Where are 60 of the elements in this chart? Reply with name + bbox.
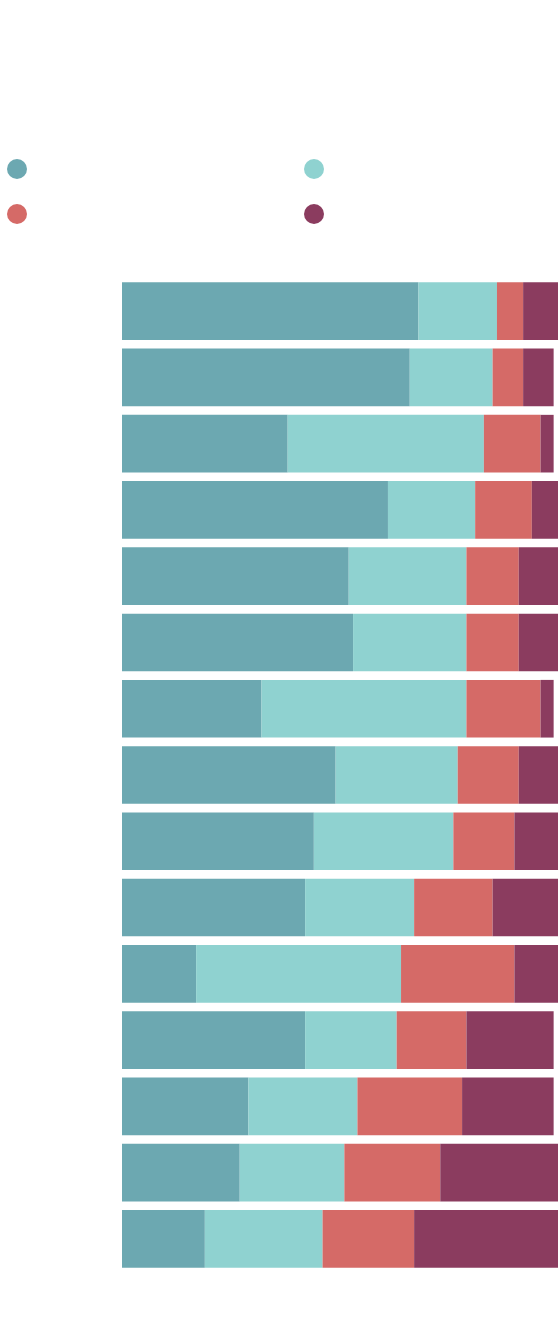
- bar: [466, 613, 519, 672]
- bar: [492, 878, 558, 937]
- bar: [466, 1011, 554, 1069]
- bar: [475, 481, 532, 539]
- bar: [466, 547, 519, 606]
- bar: [514, 944, 558, 1003]
- bar: [122, 547, 349, 606]
- bar: [387, 481, 476, 539]
- bar: [496, 282, 524, 340]
- bar: [540, 414, 554, 473]
- bar: [122, 1011, 306, 1069]
- bar: [414, 878, 493, 937]
- bar: [122, 878, 306, 937]
- bar: [122, 944, 197, 1003]
- bar: [335, 746, 458, 804]
- bar: [122, 613, 354, 672]
- bar: [196, 944, 402, 1003]
- bar: [122, 679, 262, 738]
- bar: [418, 282, 497, 340]
- bar: [122, 1143, 240, 1202]
- bar: [518, 547, 558, 606]
- bar: [466, 679, 541, 738]
- bar: [540, 679, 554, 738]
- bar: [348, 547, 467, 606]
- bar: [122, 746, 336, 804]
- bar: [122, 1210, 205, 1268]
- bar: [531, 481, 558, 539]
- bar: [401, 944, 515, 1003]
- bar: [492, 348, 524, 407]
- bar: [440, 1143, 558, 1202]
- bar: [287, 414, 484, 473]
- bar: [409, 348, 493, 407]
- bar: [122, 812, 314, 871]
- bar: [122, 282, 419, 340]
- bar: [305, 878, 415, 937]
- bar: [239, 1143, 345, 1202]
- bar: [353, 613, 467, 672]
- bar: [514, 812, 558, 871]
- bar: [322, 1210, 415, 1268]
- bar: [457, 746, 519, 804]
- bar: [122, 1077, 249, 1136]
- bar: [518, 746, 558, 804]
- bar: [248, 1077, 358, 1136]
- bar: [357, 1077, 463, 1136]
- bar: [122, 481, 388, 539]
- bar: [305, 1011, 397, 1069]
- bar: [396, 1011, 467, 1069]
- bar: [414, 1210, 558, 1268]
- bar: [523, 348, 554, 407]
- bar: [483, 414, 541, 473]
- bar: [204, 1210, 323, 1268]
- bar: [462, 1077, 554, 1136]
- bar: [122, 348, 410, 407]
- bar: [313, 812, 454, 871]
- bar: [122, 414, 288, 473]
- bar: [453, 812, 515, 871]
- bar: [344, 1143, 441, 1202]
- bar: [261, 679, 467, 738]
- bar: [523, 282, 558, 340]
- bar: [518, 613, 558, 672]
